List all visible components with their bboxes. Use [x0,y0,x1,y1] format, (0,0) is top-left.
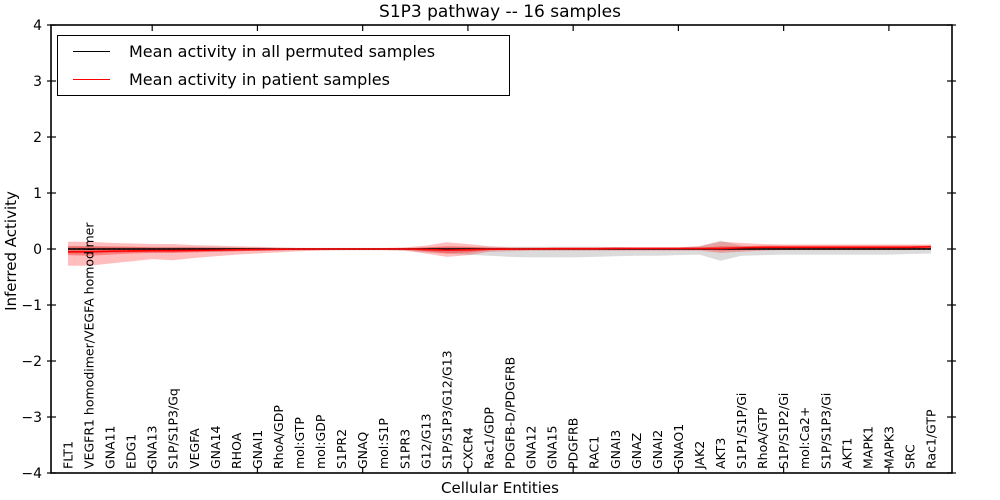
x-category-label: GNA12 [524,426,539,470]
x-category-label: S1P/S1P3/Gq [166,388,181,469]
y-tick-label: 4 [33,18,42,34]
x-category-label: GNAQ [355,432,370,469]
legend-line-patient-swatch [73,78,110,80]
legend-item-permuted: Mean activity in all permuted samples [58,38,509,65]
y-tick-label: 1 [33,186,42,202]
x-category-label: GNAO1 [671,424,686,469]
x-category-label: S1P/S1P3/Gi [818,393,833,469]
x-category-label: SRC [902,444,917,469]
x-category-label: AKT1 [839,438,854,469]
x-category-label: VEGFA [187,428,202,469]
x-category-label: CXCR4 [460,427,475,469]
x-category-label: mol:GTP [292,417,307,469]
x-category-label: RhoA/GDP [271,405,286,469]
x-category-label: S1PR3 [397,429,412,469]
legend-line-permuted-swatch [73,51,110,53]
x-category-label: S1P1/S1P/Gi [734,393,749,469]
x-category-label: RAC1 [587,436,602,469]
x-category-label: GNA14 [208,425,223,469]
x-category-label: VEGFR1 homodimer/VEGFA homodimer [82,222,97,469]
x-axis-title: Cellular Entities [441,479,559,497]
x-category-label: GNAZ [629,433,644,469]
x-category-label: GNA11 [103,426,118,470]
patient-mean-line [68,245,932,253]
x-category-label: GNA15 [545,426,560,470]
x-category-label: PDGFRB [566,418,581,469]
legend-box: Mean activity in all permuted samples Me… [57,35,510,96]
legend-label-permuted: Mean activity in all permuted samples [129,42,436,62]
x-category-label: G12/G13 [418,414,433,469]
x-category-label: Rac1/GTP [924,409,939,469]
y-tick-label: 2 [33,130,42,146]
x-category-label: RHOA [229,432,244,469]
chart-title: S1P3 pathway -- 16 samples [379,2,621,22]
x-category-label: GNAI3 [608,430,623,469]
y-tick-label: −2 [21,354,42,370]
x-category-label: JAK2 [692,441,707,470]
y-tick-label: −3 [21,410,42,426]
y-tick-label: 0 [33,242,42,258]
x-category-label: S1PR2 [334,429,349,469]
x-category-label: S1P/S1P2/Gi [776,393,791,469]
x-category-label: mol:S1P [376,418,391,469]
x-category-label: GNA13 [145,426,160,470]
legend-item-patient: Mean activity in patient samples [58,66,509,93]
x-category-label: mol:Ca2+ [797,407,812,469]
x-category-label: FLT1 [61,441,76,469]
x-category-label: GNAI2 [650,430,665,469]
x-category-label: PDGFB-D/PDGFRB [503,357,518,469]
x-category-label: AKT3 [713,438,728,469]
y-axis-title: Inferred Activity [2,191,20,311]
x-category-label: RhoA/GTP [755,407,770,469]
x-category-label: GNAI1 [250,430,265,469]
x-category-label: MAPK3 [881,426,896,469]
permuted-activity-range-band [68,240,931,261]
y-tick-label: −1 [21,298,42,314]
y-tick-label: −4 [21,466,42,482]
x-category-label: S1P/S1P3/G12/G13 [439,350,454,469]
x-category-label: Rac1/GDP [481,407,496,469]
legend-label-patient: Mean activity in patient samples [129,69,390,89]
y-tick-label: 3 [33,74,42,90]
x-category-label: MAPK1 [860,426,875,469]
x-category-label: EDG1 [124,434,139,469]
x-category-label: mol:GDP [313,414,328,469]
